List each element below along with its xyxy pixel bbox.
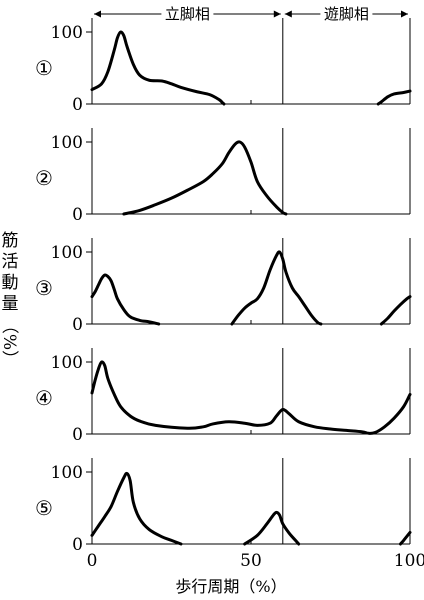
panel-3: 0 100 ③ xyxy=(35,238,412,335)
panel-4: 0 100 ④ xyxy=(35,348,412,445)
phase-label-bg xyxy=(161,4,214,24)
y-tick-label: 0 xyxy=(72,205,83,225)
stance-arrow-left-head xyxy=(94,10,101,18)
stance-arrow-right-head xyxy=(273,10,281,18)
panel-label: ③ xyxy=(35,276,53,300)
series-line-1 xyxy=(90,273,161,326)
y-title-char: 活 xyxy=(2,252,19,272)
panel-label: ⑤ xyxy=(35,496,53,520)
series-line-2 xyxy=(230,250,323,326)
x-axis: 0 50 100 歩行周期（%） xyxy=(87,551,424,596)
y-tick-label: 0 xyxy=(72,315,83,335)
series-line-3 xyxy=(398,530,412,546)
x-tick-label: 50 xyxy=(240,551,262,571)
y-tick-label: 100 xyxy=(51,463,83,483)
series-line-2 xyxy=(243,510,301,546)
y-title-char: 筋 xyxy=(2,231,19,251)
y-tick-label: 0 xyxy=(72,535,83,555)
panel-label: ④ xyxy=(35,386,53,410)
series-line-3 xyxy=(379,295,412,326)
panel-label: ② xyxy=(35,166,53,190)
phase-header: 立脚相 遊脚相 xyxy=(94,4,408,24)
y-tick-label: 100 xyxy=(51,133,83,153)
panel-2: 0 100 ② xyxy=(35,128,411,225)
series-line-1 xyxy=(90,30,226,106)
y-tick-label: 0 xyxy=(72,425,83,445)
phase-label-bg xyxy=(320,4,373,24)
panel-1: 0 100 ① xyxy=(35,18,412,115)
swing-arrow-right-head xyxy=(401,10,408,18)
x-tick-label: 0 xyxy=(87,551,98,571)
y-tick-label: 100 xyxy=(51,23,83,43)
panel-label: ① xyxy=(35,56,53,80)
y-title-char: 動 xyxy=(2,273,19,293)
x-tick-label: 100 xyxy=(394,551,424,571)
y-tick-label: 0 xyxy=(72,95,83,115)
y-title-unit: （%） xyxy=(0,317,19,367)
swing-arrow-left-head xyxy=(284,10,292,18)
series-line-2 xyxy=(376,89,412,106)
panel-5: 0 100 ⑤ xyxy=(35,458,412,555)
stance-phase-label: 立脚相 xyxy=(165,5,210,23)
series-line-1 xyxy=(90,360,412,435)
y-tick-label: 100 xyxy=(51,353,83,373)
series-line-1 xyxy=(90,471,183,546)
series-line-1 xyxy=(122,140,288,216)
swing-phase-label: 遊脚相 xyxy=(324,5,369,23)
y-title-char: 量 xyxy=(2,294,19,314)
y-tick-label: 100 xyxy=(51,243,83,263)
x-axis-title: 歩行周期（%） xyxy=(175,577,286,596)
